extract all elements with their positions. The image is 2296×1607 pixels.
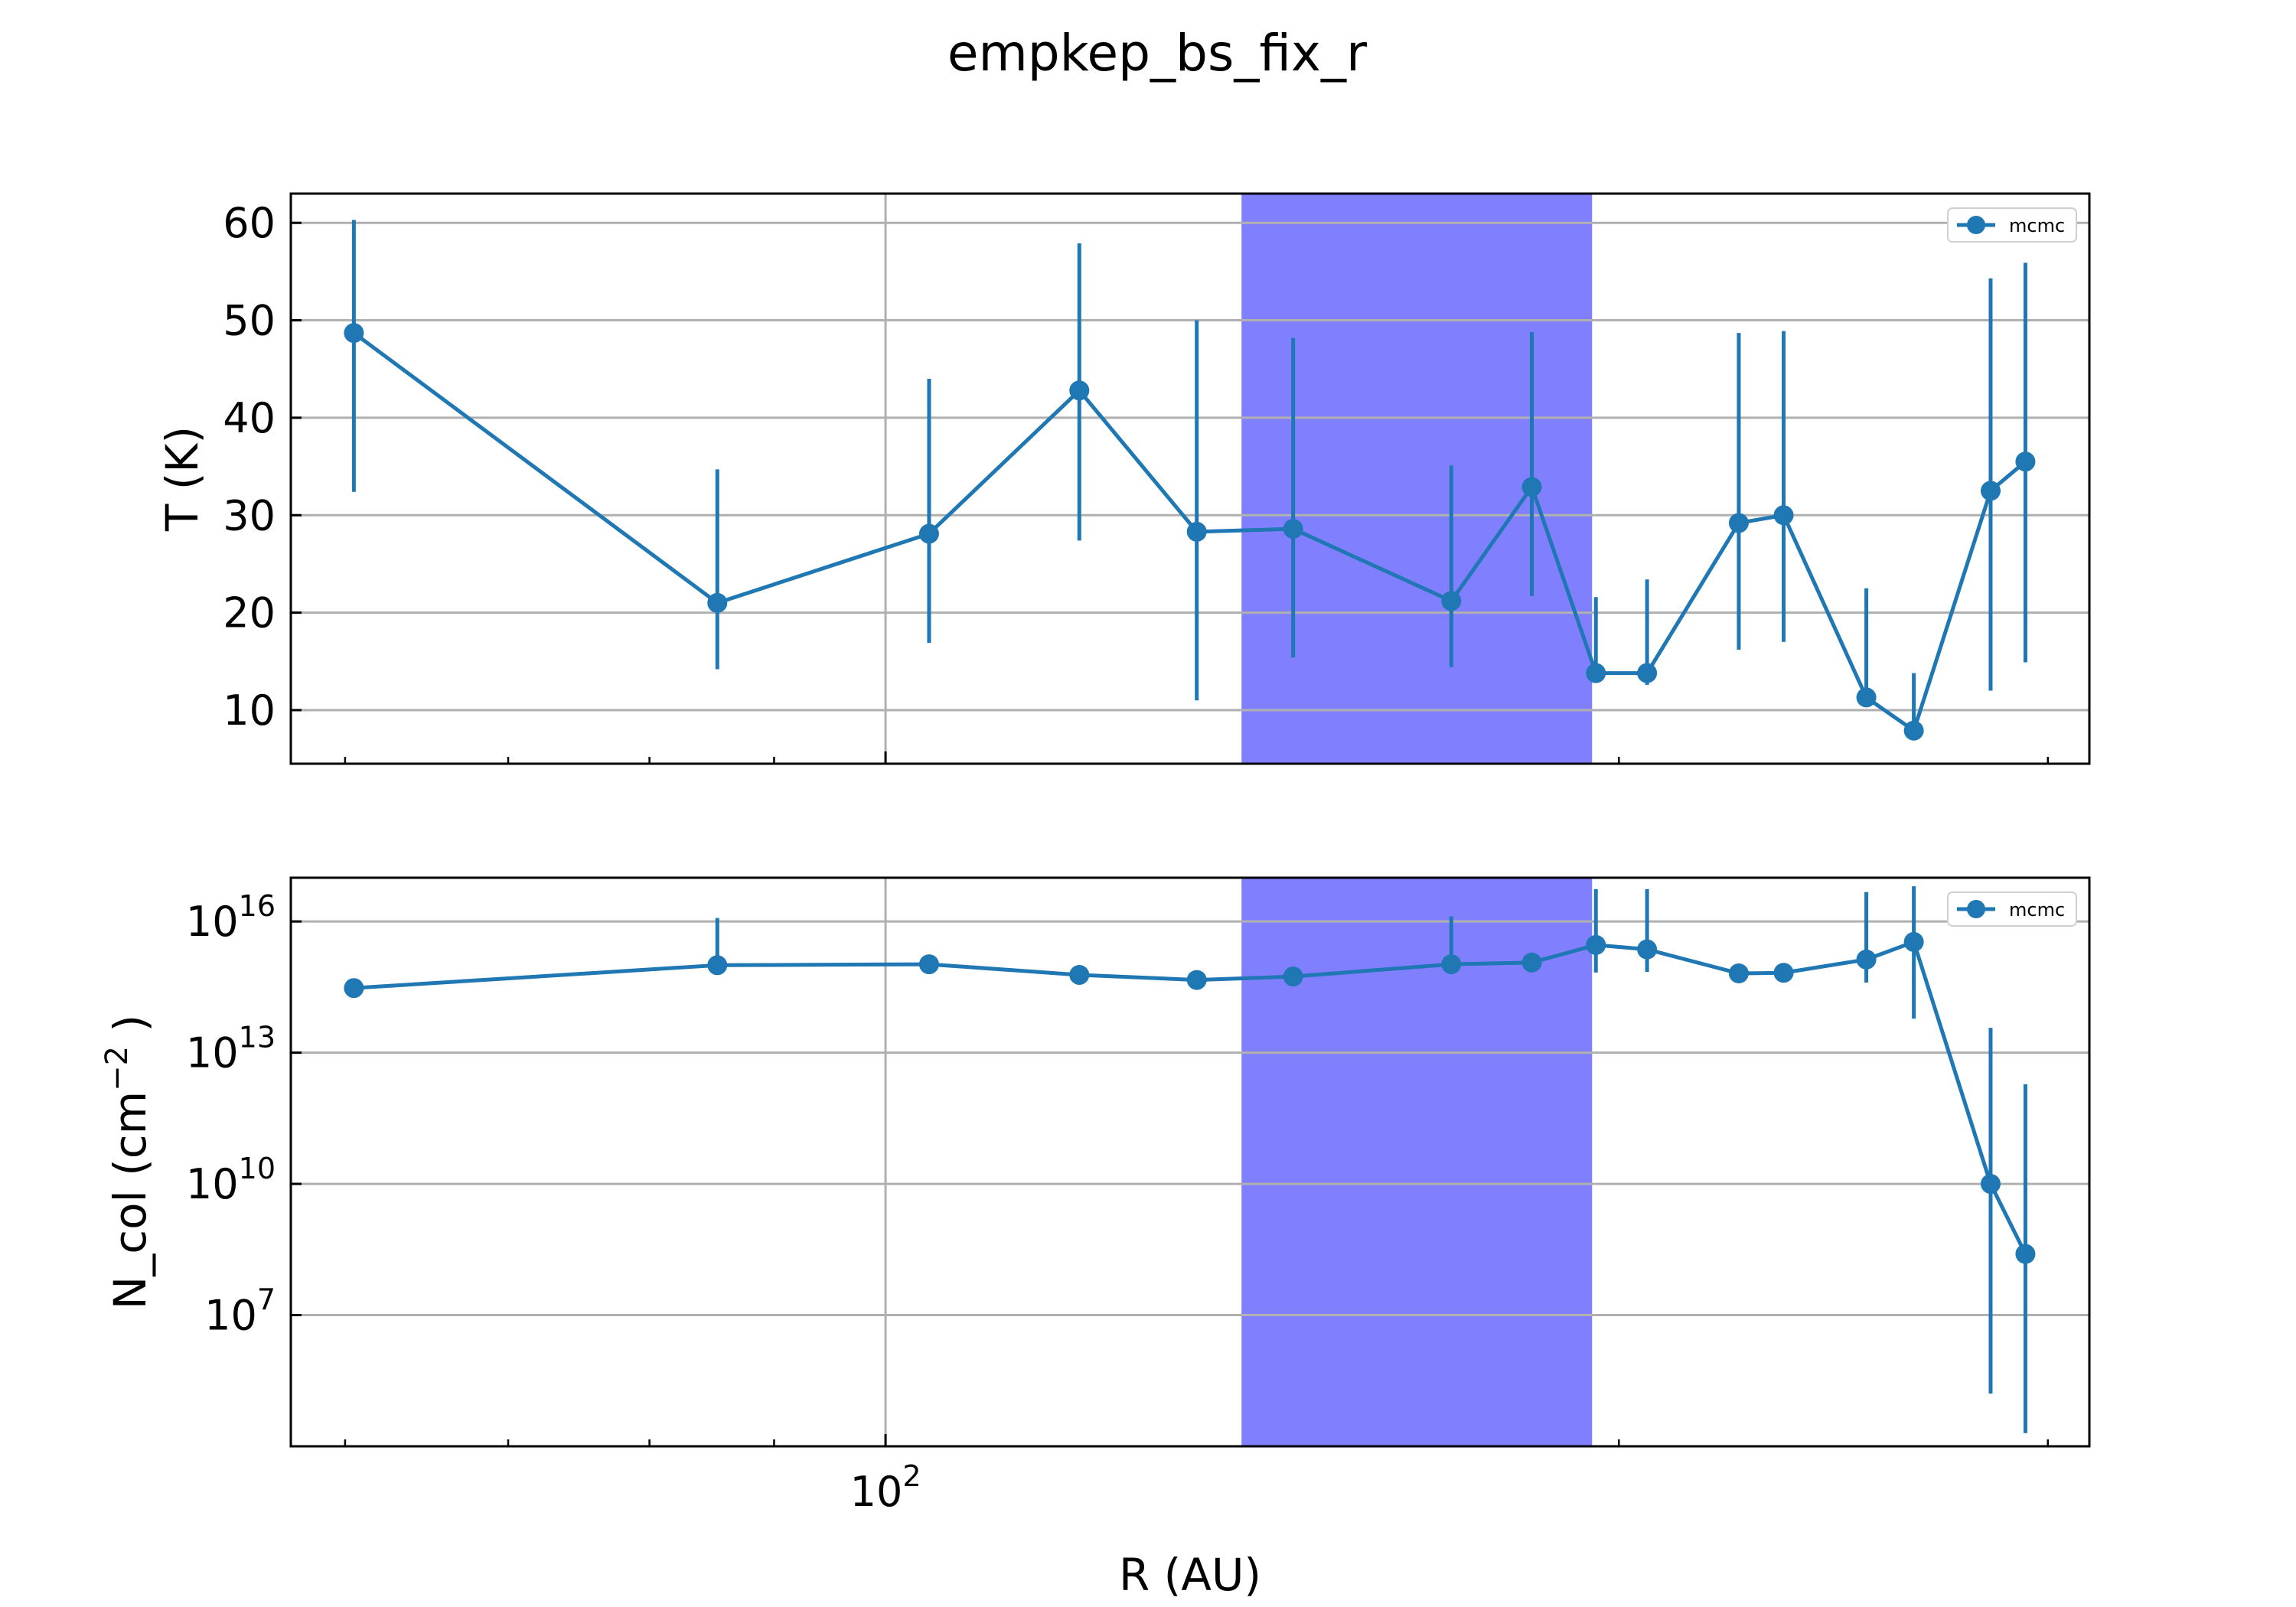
data-point bbox=[344, 978, 364, 999]
data-point bbox=[1521, 477, 1542, 497]
data-point bbox=[1728, 513, 1749, 533]
data-point bbox=[1069, 380, 1090, 401]
data-point bbox=[1980, 481, 2001, 501]
y-axis-label: T (K) bbox=[156, 426, 208, 532]
legend-marker bbox=[1967, 216, 1985, 234]
series-line bbox=[354, 940, 2027, 1255]
data-point bbox=[1283, 966, 1303, 987]
legend-box bbox=[1947, 892, 2077, 927]
panel-column-density: 107 1010 1013 1016 mcmc N_col (cm−2 ) 102 R (AU… bbox=[99, 876, 2091, 1601]
y-axis-label: N_col (cm−2 ) bbox=[99, 1015, 156, 1309]
data-point bbox=[1637, 939, 1658, 960]
data-point bbox=[918, 523, 939, 544]
axes-frame bbox=[289, 192, 2091, 765]
data-point bbox=[2015, 451, 2036, 472]
y-tick-label: 40 bbox=[223, 394, 276, 442]
data-point bbox=[344, 323, 364, 344]
data-point bbox=[1441, 954, 1462, 975]
data-point bbox=[707, 592, 728, 613]
legend-label: mcmc bbox=[2009, 215, 2065, 236]
data-point bbox=[1637, 663, 1658, 683]
figure-title: empkep_bs_fix_r bbox=[947, 24, 1368, 83]
data-point bbox=[1586, 663, 1606, 683]
data-point bbox=[1186, 521, 1207, 542]
data-point bbox=[1856, 687, 1877, 708]
data-point bbox=[1283, 519, 1303, 539]
x-tick-label: 102 bbox=[850, 1459, 921, 1516]
data-point bbox=[707, 955, 728, 976]
y-tick-label: 30 bbox=[223, 491, 276, 539]
legend-marker bbox=[1967, 900, 1985, 918]
y-tick-label: 1010 bbox=[186, 1152, 276, 1208]
y-tick-label: 107 bbox=[204, 1283, 276, 1340]
data-point bbox=[1728, 963, 1749, 984]
legend-box bbox=[1947, 207, 2077, 243]
data-point bbox=[2015, 1244, 2036, 1264]
data-point bbox=[1980, 1174, 2001, 1195]
y-tick-label: 10 bbox=[223, 686, 276, 735]
x-axis-label: R (AU) bbox=[1119, 1549, 1261, 1601]
y-tick-label: 1013 bbox=[186, 1021, 276, 1077]
data-point bbox=[1773, 963, 1794, 983]
legend-label: mcmc bbox=[2009, 899, 2065, 921]
series-line bbox=[352, 331, 2027, 733]
data-point bbox=[1186, 970, 1207, 990]
axes-frame bbox=[289, 876, 2091, 1448]
data-point bbox=[1586, 934, 1606, 955]
data-point bbox=[1773, 505, 1794, 526]
data-point bbox=[1903, 720, 1924, 741]
data-point bbox=[1856, 949, 1877, 970]
data-point bbox=[1069, 964, 1090, 985]
data-point bbox=[1441, 591, 1462, 611]
data-point bbox=[1903, 931, 1924, 952]
panel-temperature: 10 20 30 40 50 60 mcmc T (K) bbox=[156, 192, 2091, 765]
y-tick-label: 20 bbox=[223, 589, 276, 637]
y-tick-label: 50 bbox=[223, 297, 276, 345]
y-tick-label: 60 bbox=[223, 199, 276, 247]
data-point bbox=[1521, 952, 1542, 973]
data-point bbox=[918, 954, 939, 975]
y-tick-label: 1016 bbox=[186, 889, 276, 946]
